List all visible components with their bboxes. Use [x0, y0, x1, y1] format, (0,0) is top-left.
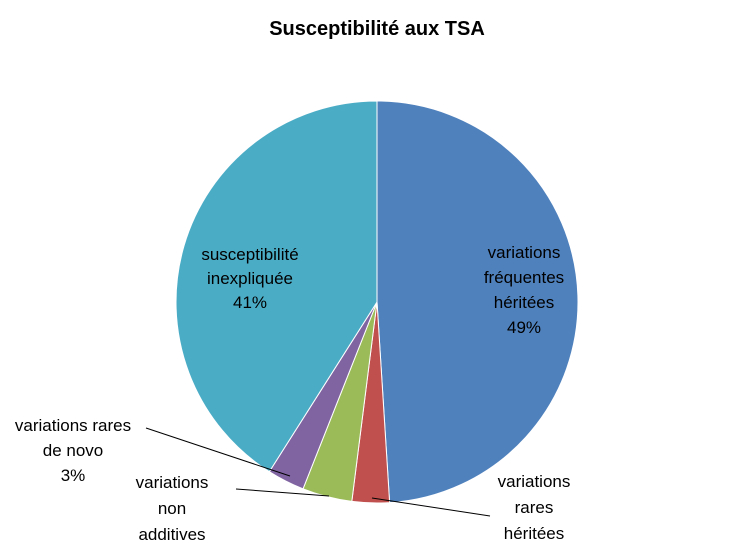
slice-label-line: fréquentes [484, 268, 564, 287]
slice-label-frequentes: variations fréquentes héritées 49% [484, 243, 564, 337]
leader-line-de-novo [145, 427, 291, 477]
slice-label-non-additives: variations non additives [136, 473, 209, 544]
slice-label-line: variations [498, 472, 571, 491]
slice-label-line: variations [136, 473, 209, 492]
slice-label-line: additives [138, 525, 205, 544]
slice-label-line: inexpliquée [207, 269, 293, 288]
leader-line-non-additives [235, 488, 330, 497]
slice-label-line: de novo [43, 441, 104, 460]
slice-label-line: rares [515, 498, 554, 517]
slice-label-inexpliquee: susceptibilité inexpliquée 41% [201, 245, 298, 312]
slice-label-line: variations [488, 243, 561, 262]
slice-label-line: héritées [494, 293, 554, 312]
slice-label-line: 49% [507, 318, 541, 337]
pie-slices [175, 100, 579, 504]
slice-labels: variations fréquentes héritées 49%variation… [15, 243, 570, 544]
slice-label-rares-heritees: variations rares héritées [498, 472, 571, 543]
slice-label-line: héritées [504, 524, 564, 543]
slice-label-line: 41% [233, 293, 267, 312]
pie-slice-frequentes [376, 100, 579, 504]
leader-line-rares-heritees [371, 497, 491, 517]
slice-label-line: susceptibilité [201, 245, 298, 264]
slice-label-de-novo: variations rares de novo 3% [15, 416, 131, 485]
leader-lines [145, 427, 491, 517]
slice-label-line: non [158, 499, 186, 518]
chart-title: Susceptibilité aux TSA [269, 18, 485, 40]
pie-slice-inexpliquee [175, 100, 378, 473]
slice-label-line: 3% [61, 466, 86, 485]
slice-label-line: variations rares [15, 416, 131, 435]
